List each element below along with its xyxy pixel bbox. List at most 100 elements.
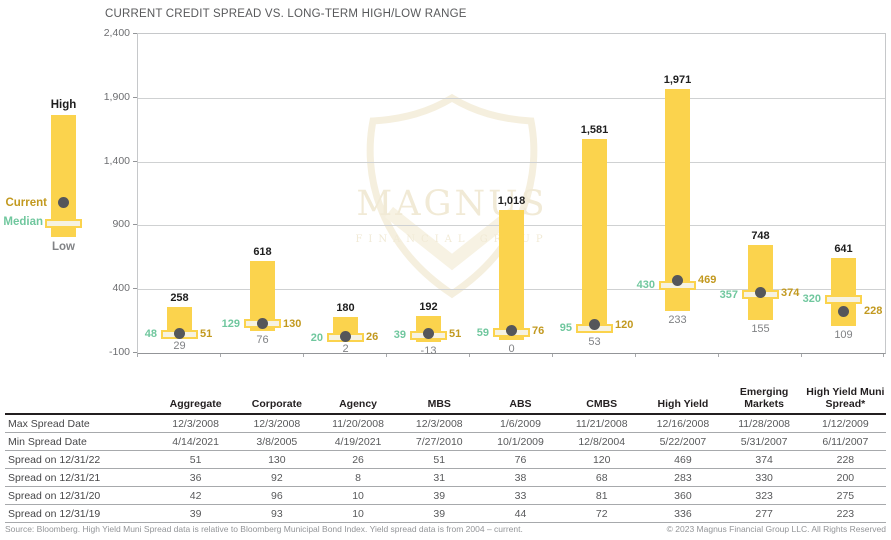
table-cell: 11/28/2008 [723, 414, 805, 433]
table-cell: 68 [561, 468, 643, 487]
current-value-label: 228 [864, 305, 883, 318]
legend-low-label: Low [52, 241, 75, 253]
median-value-label: 20 [310, 331, 323, 344]
low-value-label: 76 [256, 333, 269, 346]
table-row: Spread on 12/31/21 36 92 8 31 38 68 283 330 200 [5, 468, 886, 487]
median-value-label: 320 [802, 293, 821, 306]
table-cell: 38 [479, 468, 562, 487]
range-bar [582, 138, 607, 334]
x-axis-tick-mark [635, 353, 636, 357]
table-cell: 275 [804, 486, 886, 505]
table-cell: 200 [804, 468, 886, 487]
x-axis-tick-mark [552, 353, 553, 357]
table-header-cell: CMBS [561, 386, 643, 415]
y-axis-tick-mark [133, 96, 137, 98]
table-cell: 51 [398, 450, 480, 469]
legend-high-label: High [50, 99, 77, 111]
x-axis-tick-mark [801, 353, 802, 357]
table-cell: 39 [155, 504, 237, 523]
table-cell: 10/1/2009 [479, 432, 562, 451]
x-axis-tick-mark [883, 353, 884, 357]
table-row: Spread on 12/31/20 42 96 10 39 33 81 360 323 275 [5, 486, 886, 505]
current-dot-icon [423, 328, 434, 340]
high-value-label: 748 [751, 229, 770, 242]
high-value-label: 258 [170, 292, 189, 305]
low-value-label: 53 [588, 336, 601, 349]
median-value-label: 39 [393, 329, 406, 342]
y-axis-tick-mark [133, 288, 137, 290]
chart-legend: High Current Median Low [0, 90, 110, 265]
table-cell: 12/16/2008 [642, 414, 724, 433]
legend-median-label: Median [3, 216, 43, 228]
plot-area: MAGNUS FINANCIAL GROUP 258 29 48 51 618 76 129… [137, 33, 886, 357]
current-value-label: 51 [200, 327, 213, 340]
range-bar [665, 88, 690, 311]
y-axis-tick-mark [133, 160, 137, 162]
low-value-label: -13 [420, 344, 437, 357]
range-bar [748, 244, 773, 321]
current-value-label: 469 [698, 274, 717, 287]
table-cell: 12/3/2008 [398, 414, 480, 433]
table-cell: 76 [479, 450, 562, 469]
current-value-label: 374 [781, 286, 800, 299]
table-header-cell: High Yield [642, 386, 724, 415]
table-cell: 11/20/2008 [317, 414, 399, 433]
table-cell: 4/19/2021 [317, 432, 399, 451]
median-stripe-icon [825, 294, 862, 304]
table-cell: 4/14/2021 [155, 432, 237, 451]
table-cell: 12/8/2004 [561, 432, 643, 451]
table-corner-cell [5, 386, 155, 415]
high-value-label: 1,581 [580, 123, 609, 136]
table-cell: 39 [398, 504, 480, 523]
table-header-cell: ABS [479, 386, 562, 415]
high-value-label: 180 [336, 302, 355, 315]
spread-table: Aggregate Corporate Agency MBS ABS CMBS High Y… [5, 386, 886, 523]
y-axis-tick-label: 1,900 [103, 90, 130, 103]
current-dot-icon [838, 305, 849, 317]
table-cell: 31 [398, 468, 480, 487]
high-value-label: 641 [834, 243, 853, 256]
x-axis-tick-mark [303, 353, 304, 357]
table-row: Spread on 12/31/22 51 130 26 51 76 120 469 374 22… [5, 450, 886, 469]
current-dot-icon [672, 274, 683, 286]
median-value-label: 357 [719, 288, 738, 301]
table-row-label: Spread on 12/31/19 [5, 504, 155, 523]
median-value-label: 95 [559, 322, 572, 335]
x-axis-tick-mark [220, 353, 221, 357]
table-row-label: Max Spread Date [5, 414, 155, 433]
table-cell: 81 [561, 486, 643, 505]
y-axis-tick-label: 1,400 [103, 154, 130, 167]
low-value-label: 155 [751, 323, 770, 336]
high-value-label: 192 [419, 300, 438, 313]
legend-current-dot-icon [58, 197, 69, 208]
low-value-label: 0 [508, 343, 515, 356]
y-axis-tick-label: -100 [108, 346, 130, 358]
table-cell: 33 [479, 486, 562, 505]
low-value-label: 233 [668, 313, 687, 326]
table-cell: 223 [804, 504, 886, 523]
table-cell: 1/12/2009 [804, 414, 886, 433]
low-value-label: 29 [173, 339, 186, 352]
table-cell: 36 [155, 468, 237, 487]
gridline [138, 97, 885, 99]
gridline [138, 161, 885, 163]
table-cell: 51 [155, 450, 237, 469]
y-axis-tick-mark [133, 33, 137, 34]
table-cell: 130 [236, 450, 318, 469]
median-value-label: 59 [476, 326, 489, 339]
table-row: Spread on 12/31/19 39 93 10 39 44 72 336 277 223 [5, 504, 886, 523]
table-cell: 1/6/2009 [479, 414, 562, 433]
table-cell: 5/22/2007 [642, 432, 724, 451]
table-cell: 96 [236, 486, 318, 505]
table-cell: 323 [723, 486, 805, 505]
table-cell: 42 [155, 486, 237, 505]
table-cell: 5/31/2007 [723, 432, 805, 451]
table-cell: 360 [642, 486, 724, 505]
table-cell: 336 [642, 504, 724, 523]
table-row-label: Spread on 12/31/22 [5, 450, 155, 469]
legend-range-bar [51, 115, 76, 237]
range-bar [499, 210, 524, 341]
table-header-cell: Corporate [236, 386, 318, 415]
table-row: Max Spread Date 12/3/2008 12/3/2008 11/20/2… [5, 414, 886, 433]
